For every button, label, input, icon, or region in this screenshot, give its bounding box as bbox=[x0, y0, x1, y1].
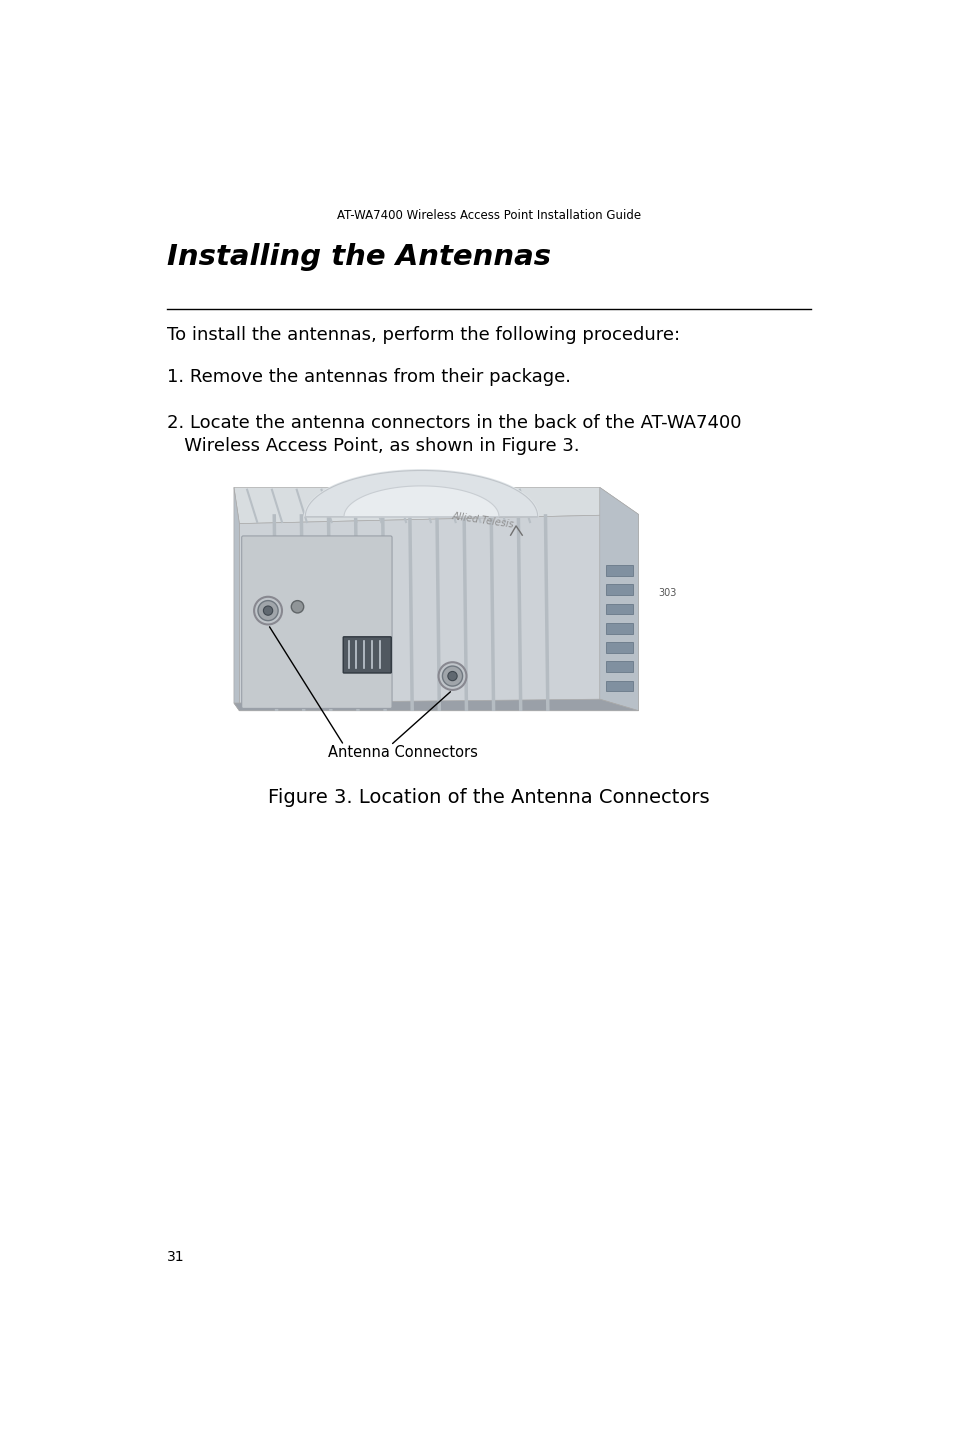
Bar bbox=[605, 661, 633, 673]
Polygon shape bbox=[233, 700, 638, 711]
Circle shape bbox=[253, 597, 282, 624]
Text: POWER      Ethernet: POWER Ethernet bbox=[251, 633, 305, 637]
Text: Wireless Access Point, as shown in Figure 3.: Wireless Access Point, as shown in Figur… bbox=[167, 438, 579, 455]
Polygon shape bbox=[344, 487, 498, 517]
Circle shape bbox=[447, 671, 456, 681]
Text: Antenna Connectors: Antenna Connectors bbox=[328, 746, 477, 760]
Text: Installing the Antennas: Installing the Antennas bbox=[167, 243, 551, 270]
Text: LAN: LAN bbox=[355, 678, 366, 684]
Text: 31: 31 bbox=[167, 1249, 185, 1264]
Bar bbox=[605, 643, 633, 653]
Polygon shape bbox=[599, 488, 638, 711]
Text: Allied Telesis: Allied Telesis bbox=[452, 511, 515, 529]
Text: 303: 303 bbox=[658, 588, 676, 598]
Polygon shape bbox=[233, 488, 638, 524]
Bar bbox=[605, 604, 633, 614]
FancyBboxPatch shape bbox=[241, 537, 392, 708]
Bar bbox=[605, 584, 633, 595]
Bar bbox=[605, 565, 633, 575]
Polygon shape bbox=[239, 514, 638, 711]
Text: 1. Remove the antennas from their package.: 1. Remove the antennas from their packag… bbox=[167, 368, 571, 386]
Circle shape bbox=[291, 601, 303, 612]
Text: To install the antennas, perform the following procedure:: To install the antennas, perform the fol… bbox=[167, 326, 679, 343]
Circle shape bbox=[263, 605, 273, 615]
FancyBboxPatch shape bbox=[343, 637, 391, 673]
Polygon shape bbox=[233, 488, 239, 711]
Bar bbox=[605, 681, 633, 691]
Circle shape bbox=[438, 663, 466, 690]
Bar bbox=[605, 622, 633, 634]
Text: AT-WA7400 Wireless Access Point Installation Guide: AT-WA7400 Wireless Access Point Installa… bbox=[336, 209, 640, 222]
Text: 2. Locate the antenna connectors in the back of the AT-WA7400: 2. Locate the antenna connectors in the … bbox=[167, 414, 741, 432]
Circle shape bbox=[442, 665, 462, 685]
Text: Figure 3. Location of the Antenna Connectors: Figure 3. Location of the Antenna Connec… bbox=[268, 787, 709, 807]
Polygon shape bbox=[305, 471, 537, 517]
Circle shape bbox=[257, 601, 278, 621]
